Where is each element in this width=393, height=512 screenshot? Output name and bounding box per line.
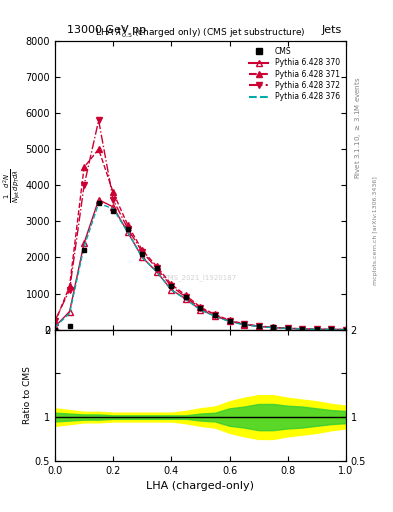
Text: Rivet 3.1.10, $\geq$ 3.1M events: Rivet 3.1.10, $\geq$ 3.1M events — [353, 77, 363, 179]
Y-axis label: $\frac{1}{N_\mathrm{jet}} \frac{d^2N}{dp_T d\lambda}$: $\frac{1}{N_\mathrm{jet}} \frac{d^2N}{dp… — [1, 168, 23, 203]
Text: Jets: Jets — [321, 25, 342, 35]
Text: mcplots.cern.ch [arXiv:1306.3436]: mcplots.cern.ch [arXiv:1306.3436] — [373, 176, 378, 285]
Text: 13000 GeV pp: 13000 GeV pp — [67, 25, 146, 35]
Y-axis label: Ratio to CMS: Ratio to CMS — [23, 366, 32, 424]
Title: LHA $\lambda^{1}_{0.5}$ (charged only) (CMS jet substructure): LHA $\lambda^{1}_{0.5}$ (charged only) (… — [95, 25, 306, 40]
X-axis label: LHA (charged-only): LHA (charged-only) — [147, 481, 254, 491]
Legend: CMS, Pythia 6.428 370, Pythia 6.428 371, Pythia 6.428 372, Pythia 6.428 376: CMS, Pythia 6.428 370, Pythia 6.428 371,… — [247, 45, 342, 103]
Text: CMS_2021_I1920187: CMS_2021_I1920187 — [164, 274, 237, 281]
